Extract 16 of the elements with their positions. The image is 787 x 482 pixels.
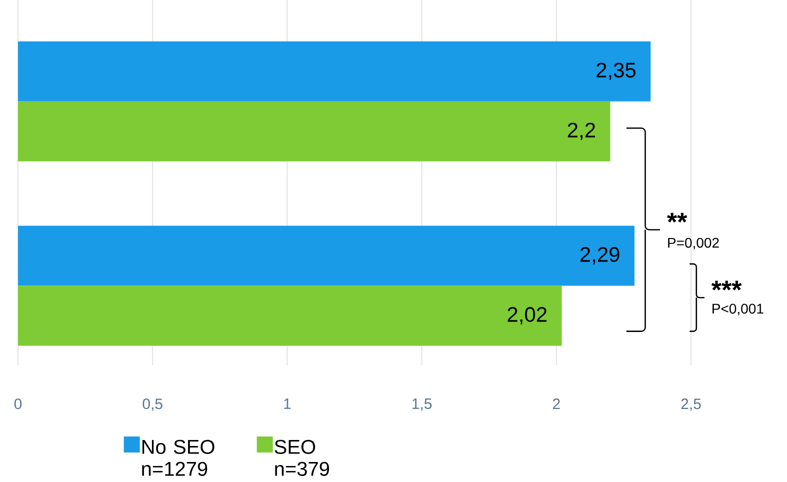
x-tick-label: 2,5	[681, 398, 701, 411]
x-tick-label: 0	[14, 398, 22, 410]
x-tick-label: 0,5	[142, 398, 162, 411]
data-label: 2,29	[580, 247, 620, 264]
x-tick-label: 1,5	[412, 398, 432, 411]
data-label: 2,35	[596, 62, 636, 80]
text: ***	[711, 280, 742, 290]
legend-label: No SEO n=1279	[142, 440, 214, 476]
x-tick-label: 2	[552, 398, 560, 410]
data-label: 2,02	[508, 307, 547, 324]
annotation: **	[667, 212, 688, 223]
legend-label: SEO n=379	[274, 440, 330, 476]
x-tick-label: 1	[284, 398, 291, 409]
data-label: 2,2	[568, 122, 595, 140]
annotation: P=0,002	[668, 238, 719, 250]
text: P<0,001	[712, 304, 764, 316]
